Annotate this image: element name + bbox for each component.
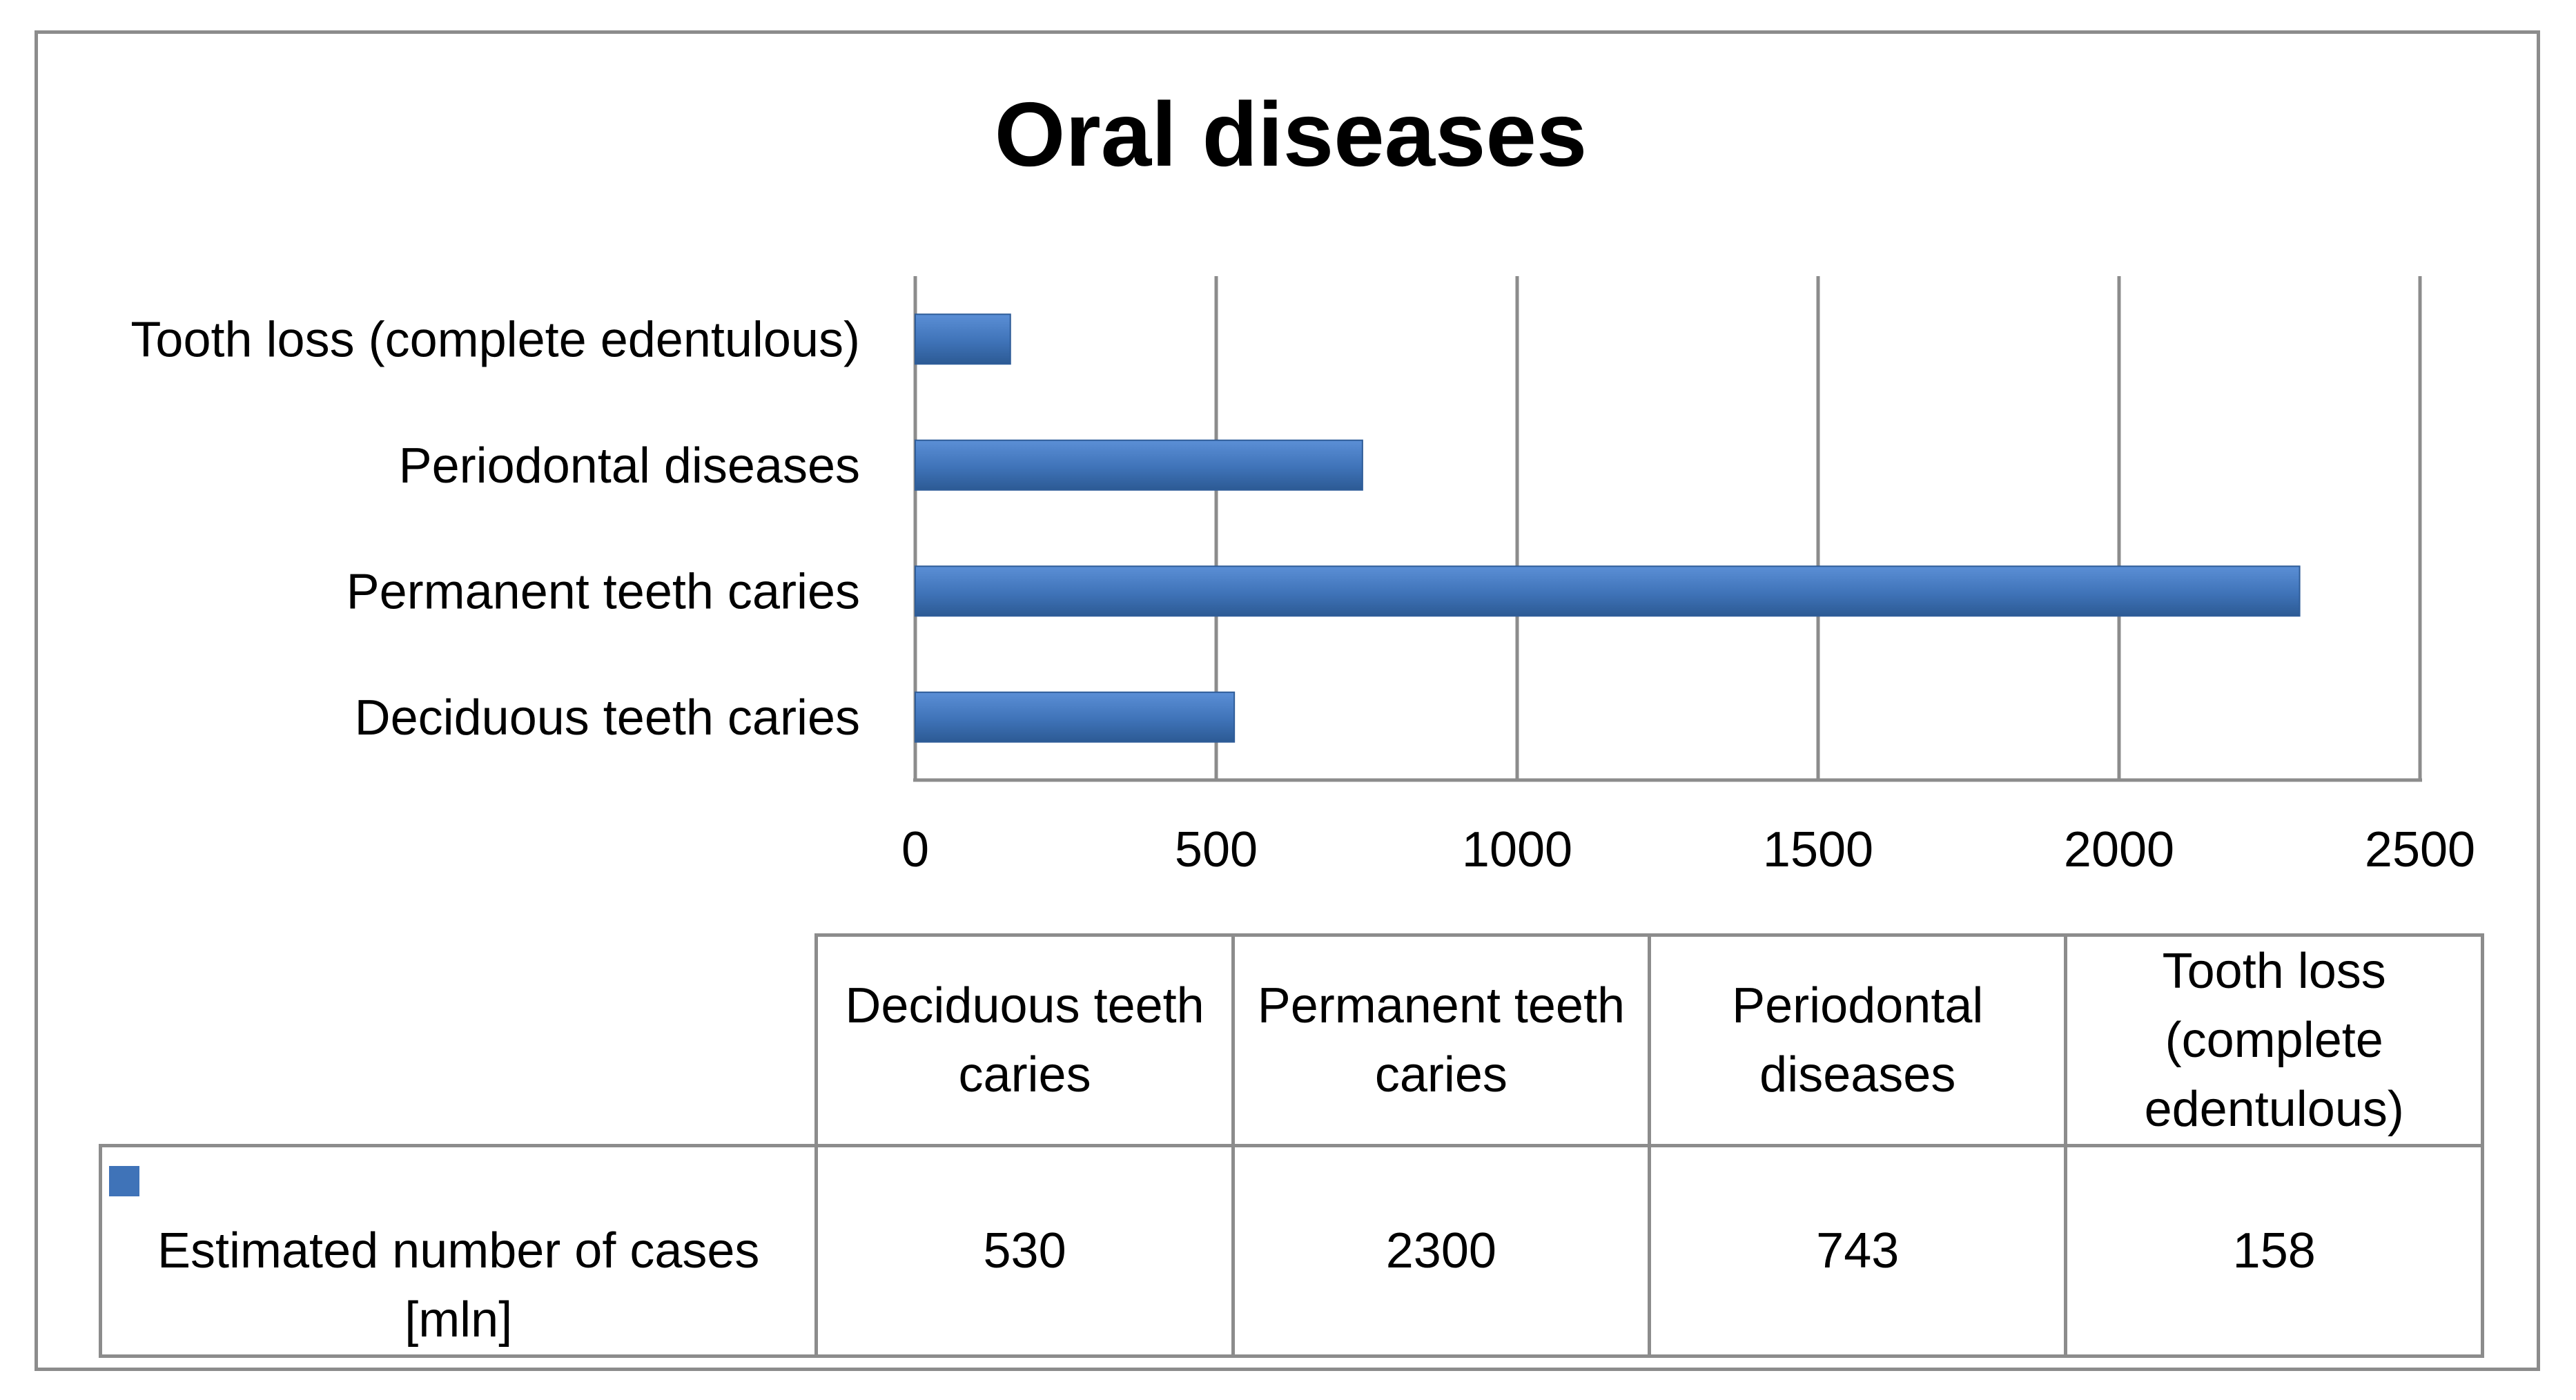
category-labels: Deciduous teeth caries Permanent teeth ca…	[130, 312, 860, 746]
category-label: Periodontal diseases	[399, 438, 860, 494]
x-tick-label: 500	[1175, 822, 1258, 877]
data-table-cell: 530	[814, 1144, 1235, 1358]
bar-chart: Oral diseases Deciduous teeth caries Perm…	[130, 84, 2475, 877]
bar	[915, 565, 2301, 617]
bar	[915, 439, 1363, 491]
data-table-cell: 2300	[1231, 1144, 1652, 1358]
bar	[915, 313, 1011, 365]
data-table: Deciduous teeth caries Permanent teeth c…	[98, 933, 2484, 1358]
data-table-cell: 158	[2064, 1144, 2484, 1358]
data-table-header: Permanent teeth caries	[1231, 933, 1652, 1147]
bar	[915, 691, 1236, 743]
data-table-row: Estimated number of cases [mln] 530 2300…	[98, 1144, 2484, 1358]
x-tick-label: 2000	[2064, 822, 2174, 877]
legend-label: Estimated number of cases [mln]	[157, 1223, 760, 1348]
x-tick-label: 2500	[2365, 822, 2475, 877]
x-tick-label: 1500	[1763, 822, 1873, 877]
category-label: Deciduous teeth caries	[355, 690, 860, 746]
chart-title: Oral diseases	[995, 84, 1588, 185]
x-tick-label: 0	[901, 822, 929, 877]
x-tick-label: 1000	[1462, 822, 1572, 877]
legend-swatch	[109, 1165, 139, 1196]
x-tick-labels: 0 500 1000 1500 2000 2500	[901, 822, 2475, 877]
data-table-cell: 743	[1648, 1144, 2068, 1358]
data-table-header-row: Deciduous teeth caries Permanent teeth c…	[100, 933, 2484, 1147]
data-table-header: Periodontal diseases	[1648, 933, 2068, 1147]
data-table-header: Tooth loss (complete edentulous)	[2064, 933, 2484, 1147]
bars	[915, 313, 2301, 743]
legend-cell: Estimated number of cases [mln]	[98, 1144, 819, 1358]
data-table-header: Deciduous teeth caries	[814, 933, 1235, 1147]
category-label: Tooth loss (complete edentulous)	[130, 312, 860, 367]
category-label: Permanent teeth caries	[347, 564, 860, 619]
data-table-corner	[100, 935, 819, 1147]
